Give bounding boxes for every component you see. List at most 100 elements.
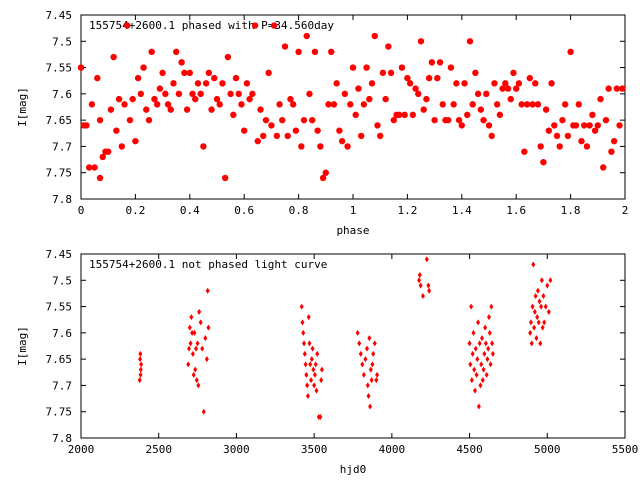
chart0-point [238,101,245,108]
chart0-point [415,90,422,98]
chart1-point [543,303,548,310]
chart1-ytick-label: 7.5 [52,274,72,287]
chart1-point [305,382,310,389]
chart0-point [167,106,174,113]
chart0-point [295,48,302,55]
chart0-point [396,111,403,119]
chart0-point [379,69,387,77]
chart0-point [387,69,395,77]
chart1-point [307,340,312,347]
chart0-point [200,143,207,150]
chart1-point [539,277,544,284]
chart0-point [276,101,283,108]
chart1-plot-frame [80,253,626,439]
chart1-point [361,371,366,378]
chart0-point [431,116,438,124]
chart1-point [471,329,476,336]
chart1-point [533,293,538,300]
chart1-point [479,361,484,368]
chart1-ytick-label: 7.65 [46,353,73,366]
chart0-xlabel: phase [336,224,369,237]
chart1-point [201,408,206,415]
chart0-point [230,111,237,119]
chart0-point [610,137,618,145]
chart1-point [139,361,144,368]
chart1-point [480,377,485,384]
chart1-point [427,287,432,294]
chart0-point [246,95,253,103]
chart1-point [417,277,422,284]
chart0-point [279,116,286,124]
chart0-point [439,101,446,108]
chart0-ytick-label: 7.5 [52,35,72,48]
chart0-point [268,122,275,129]
chart0-point [159,69,166,77]
chart0-point [586,122,593,129]
chart0-point [616,122,623,129]
chart1-xtick-label: 3500 [301,443,328,456]
chart1-point [357,340,362,347]
chart0-point [469,101,476,108]
chart0-point [355,85,362,92]
chart1-point [197,308,202,315]
chart0-point [366,95,373,103]
chart1-point [534,335,539,342]
chart0-point [477,106,485,113]
chart0-point [221,174,229,182]
chart1-ylabel: I[mag] [16,326,29,366]
chart0-point [173,48,180,55]
chart0-point [360,101,368,108]
chart0-point [521,148,528,155]
chart0-point [205,69,213,77]
chart0-point [371,32,378,40]
chart0-point [466,38,474,45]
chart0-point [309,116,316,124]
chart0-point [447,64,455,71]
chart0-point [434,74,441,82]
chart0-ylabel: I[mag] [16,87,29,127]
chart0-point [243,80,251,87]
chart0-point [499,85,506,92]
chart0-point [186,69,193,77]
chart0-point [542,106,550,113]
chart0-plot-frame [80,14,626,200]
chart0-point [357,132,365,140]
chart1-point [530,303,535,310]
chart0-point [417,38,425,45]
chart0-point [583,143,591,150]
chart1-point [311,366,316,373]
chart0-point [404,74,411,82]
chart0-xtick-label: 0.2 [125,204,145,217]
chart0-point [540,159,547,166]
chart0-point [96,116,104,124]
chart1-point [537,298,542,305]
chart1-point [304,371,309,378]
chart1-point [313,361,318,368]
chart1-point [540,324,545,331]
chart1-point [204,356,209,363]
chart0-point [287,95,294,103]
chart1-xtick-label: 2000 [68,443,95,456]
chart1-point [205,287,210,294]
chart0-xtick-label: 2 [622,204,629,217]
chart0-point [129,95,136,103]
chart0-point [608,148,615,155]
chart0-point [303,32,310,40]
chart0-point [425,74,433,82]
chart0-point [137,90,145,98]
chart1-point [478,382,483,389]
chart0-point [262,116,270,124]
chart0-point [232,74,240,82]
chart1-point [318,413,323,420]
chart1-point [206,324,211,331]
chart0-point [325,101,332,108]
chart1-point [480,335,485,342]
chart0-point [216,101,223,108]
chart1-point [490,340,495,347]
chart0-point [292,127,300,134]
chart0-ytick-label: 7.7 [52,140,72,153]
chart1-point [541,293,546,300]
chart0-point [472,69,479,77]
chart0-point [455,116,463,124]
